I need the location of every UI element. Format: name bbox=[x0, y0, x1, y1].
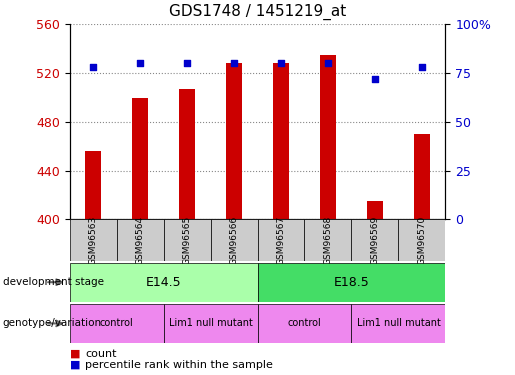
Bar bbox=[116, 219, 164, 261]
Bar bbox=[132, 98, 148, 219]
Text: Lim1 null mutant: Lim1 null mutant bbox=[168, 318, 252, 328]
Text: GSM96570: GSM96570 bbox=[418, 215, 426, 265]
Text: GSM96563: GSM96563 bbox=[89, 215, 97, 265]
Bar bbox=[179, 89, 195, 219]
Bar bbox=[258, 262, 445, 302]
Point bbox=[371, 76, 379, 82]
Bar bbox=[211, 219, 258, 261]
Bar bbox=[352, 219, 399, 261]
Text: development stage: development stage bbox=[3, 277, 104, 287]
Text: GSM96567: GSM96567 bbox=[277, 215, 285, 265]
Text: Lim1 null mutant: Lim1 null mutant bbox=[356, 318, 440, 328]
Point bbox=[418, 64, 426, 70]
Text: GSM96565: GSM96565 bbox=[182, 215, 192, 265]
Title: GDS1748 / 1451219_at: GDS1748 / 1451219_at bbox=[169, 4, 346, 20]
Bar bbox=[352, 304, 445, 343]
Point bbox=[324, 60, 332, 66]
Point bbox=[230, 60, 238, 66]
Text: control: control bbox=[99, 318, 133, 328]
Bar bbox=[85, 151, 101, 219]
Text: E18.5: E18.5 bbox=[334, 276, 369, 289]
Bar bbox=[70, 262, 258, 302]
Bar bbox=[414, 134, 430, 219]
Text: GSM96566: GSM96566 bbox=[230, 215, 238, 265]
Bar bbox=[164, 304, 258, 343]
Point bbox=[277, 60, 285, 66]
Text: percentile rank within the sample: percentile rank within the sample bbox=[85, 360, 273, 370]
Bar bbox=[164, 219, 211, 261]
Text: ■: ■ bbox=[70, 360, 80, 370]
Bar bbox=[70, 219, 116, 261]
Text: genotype/variation: genotype/variation bbox=[3, 318, 101, 328]
Text: ■: ■ bbox=[70, 349, 80, 358]
Text: control: control bbox=[287, 318, 321, 328]
Point bbox=[136, 60, 144, 66]
Bar bbox=[304, 219, 352, 261]
Bar bbox=[226, 63, 242, 219]
Bar bbox=[273, 63, 289, 219]
Bar bbox=[258, 219, 304, 261]
Point bbox=[89, 64, 97, 70]
Bar bbox=[70, 304, 164, 343]
Text: count: count bbox=[85, 349, 116, 358]
Bar bbox=[399, 219, 445, 261]
Text: GSM96564: GSM96564 bbox=[135, 215, 145, 265]
Point bbox=[183, 60, 191, 66]
Bar bbox=[258, 304, 352, 343]
Bar bbox=[367, 201, 383, 219]
Text: GSM96569: GSM96569 bbox=[370, 215, 380, 265]
Bar bbox=[320, 55, 336, 219]
Text: GSM96568: GSM96568 bbox=[323, 215, 333, 265]
Text: E14.5: E14.5 bbox=[146, 276, 181, 289]
